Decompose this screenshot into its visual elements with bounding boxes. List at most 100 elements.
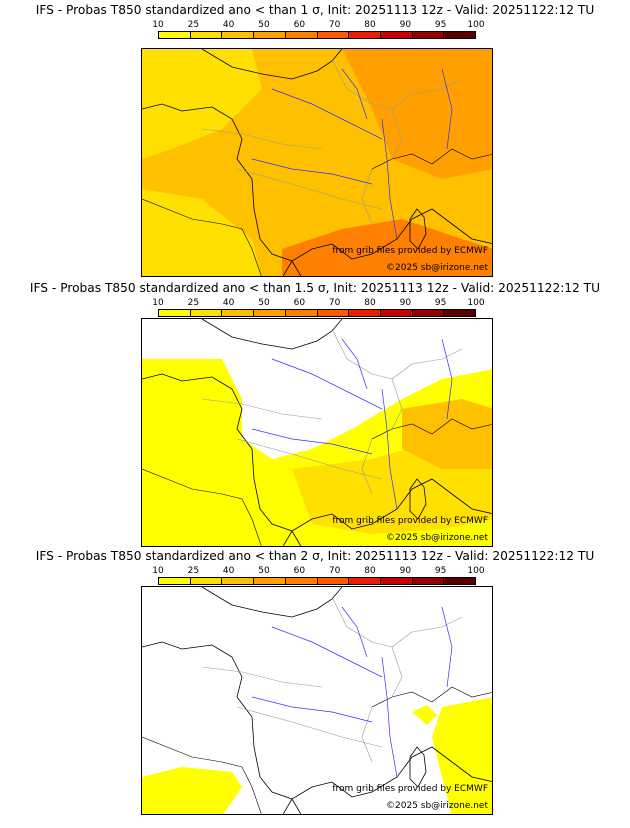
probability-fill [282, 219, 492, 276]
probability-map: from grib files provided by ECMWF ©2025 … [141, 586, 493, 815]
river [381, 388, 398, 510]
probability-fill [432, 697, 492, 814]
source-credit: from grib files provided by ECMWF [332, 784, 488, 794]
river [341, 338, 368, 390]
colorbar-swatch [159, 310, 191, 316]
region-border [361, 168, 373, 225]
colorbar-tick-label: 50 [258, 20, 270, 30]
copyright-credit: ©2025 sb@irizone.net [386, 263, 488, 273]
colorbar-tick-label: 70 [328, 298, 341, 308]
colorbar-labels: 10 25 40 50 60 70 80 90 95 100 [152, 566, 484, 576]
region-border [391, 646, 403, 698]
colorbar-swatch [444, 310, 476, 316]
colorbar-swatch [444, 32, 476, 38]
region-border [361, 706, 373, 763]
colorbar-swatch [349, 310, 381, 316]
island-outline [409, 746, 427, 788]
colorbar-swatch [254, 32, 286, 38]
colorbar: 10 25 40 50 60 70 80 90 95 100 [152, 20, 485, 44]
map-canvas [142, 319, 492, 546]
source-credit: from grib files provided by ECMWF [332, 246, 488, 256]
island-outline [409, 478, 427, 520]
river [441, 338, 453, 420]
region-border [391, 378, 403, 430]
colorbar-swatch [190, 310, 223, 316]
colorbar-swatch [222, 32, 255, 38]
colorbar-swatch [349, 578, 381, 584]
colorbar-swatch [317, 578, 350, 584]
coastline [142, 736, 262, 814]
coastline [201, 319, 343, 350]
colorbar-swatch [222, 310, 255, 316]
probability-fill [402, 399, 492, 469]
colorbar-tick-label: 95 [434, 20, 447, 30]
map-canvas [142, 49, 492, 276]
colorbar-swatch [190, 578, 223, 584]
colorbar-tick-label: 80 [364, 566, 376, 576]
region-border [201, 666, 323, 688]
coastline [142, 198, 262, 276]
colorbar-tick-label: 70 [328, 566, 341, 576]
colorbar: 10 25 40 50 60 70 80 90 95 100 [152, 566, 485, 590]
copyright-credit: ©2025 sb@irizone.net [386, 801, 488, 811]
river [251, 158, 373, 185]
colorbar: 10 25 40 50 60 70 80 90 95 100 [152, 298, 485, 322]
colorbar-tick-label: 90 [399, 566, 412, 576]
colorbar-tick-label: 40 [222, 298, 235, 308]
region-border [331, 596, 463, 648]
colorbar-tick-label: 95 [434, 566, 447, 576]
region-border [391, 108, 403, 160]
colorbar-tick-label: 100 [467, 298, 485, 308]
colorbar-swatch [380, 578, 413, 584]
colorbar-scale [158, 31, 476, 39]
region-border [236, 706, 383, 748]
panel-title: IFS - Probas T850 standardized ano < tha… [29, 281, 601, 295]
colorbar-tick-label: 10 [152, 566, 164, 576]
colorbar-tick-label: 60 [293, 566, 306, 576]
region-border [361, 438, 373, 495]
region-border [236, 168, 383, 210]
colorbar-tick-label: 80 [364, 20, 376, 30]
coastline [282, 208, 492, 276]
coastline [142, 641, 302, 814]
colorbar-swatch [285, 578, 318, 584]
coastline [282, 478, 492, 546]
colorbar-swatch [222, 578, 255, 584]
probability-fill [342, 49, 492, 179]
colorbar-tick-label: 25 [187, 298, 200, 308]
colorbar-tick-label: 90 [399, 20, 412, 30]
region-border [236, 438, 383, 480]
colorbar-tick-label: 100 [467, 566, 485, 576]
map-panel-1: IFS - Probas T850 standardized ano < tha… [0, 0, 630, 277]
coastline [142, 468, 262, 546]
colorbar-tick-label: 10 [152, 20, 164, 30]
map-canvas [142, 587, 492, 814]
river [271, 626, 383, 678]
colorbar-swatch [317, 32, 350, 38]
colorbar-tick-label: 60 [293, 20, 306, 30]
colorbar-swatch [380, 32, 413, 38]
probability-fill [142, 767, 242, 814]
colorbar-tick-label: 70 [328, 20, 341, 30]
colorbar-tick-label: 10 [152, 298, 164, 308]
river [381, 656, 398, 778]
colorbar-swatch [159, 578, 191, 584]
colorbar-swatch [412, 32, 445, 38]
colorbar-swatch [254, 310, 286, 316]
river [251, 428, 373, 455]
colorbar-scale [158, 577, 476, 585]
river [441, 68, 453, 150]
coastline [142, 373, 302, 546]
colorbar-swatch [285, 32, 318, 38]
map-panel-2: IFS - Probas T850 standardized ano < tha… [0, 278, 630, 554]
coastline [201, 49, 343, 80]
colorbar-labels: 10 25 40 50 60 70 80 90 95 100 [152, 20, 484, 30]
coastline [142, 103, 302, 276]
colorbar-tick-label: 40 [222, 20, 235, 30]
map-panel-3: IFS - Probas T850 standardized ano < tha… [0, 546, 630, 822]
region-border [201, 398, 323, 420]
colorbar-labels: 10 25 40 50 60 70 80 90 95 100 [152, 298, 484, 308]
river [381, 118, 398, 240]
colorbar-swatch [412, 578, 445, 584]
panel-title: IFS - Probas T850 standardized ano < tha… [35, 549, 595, 563]
